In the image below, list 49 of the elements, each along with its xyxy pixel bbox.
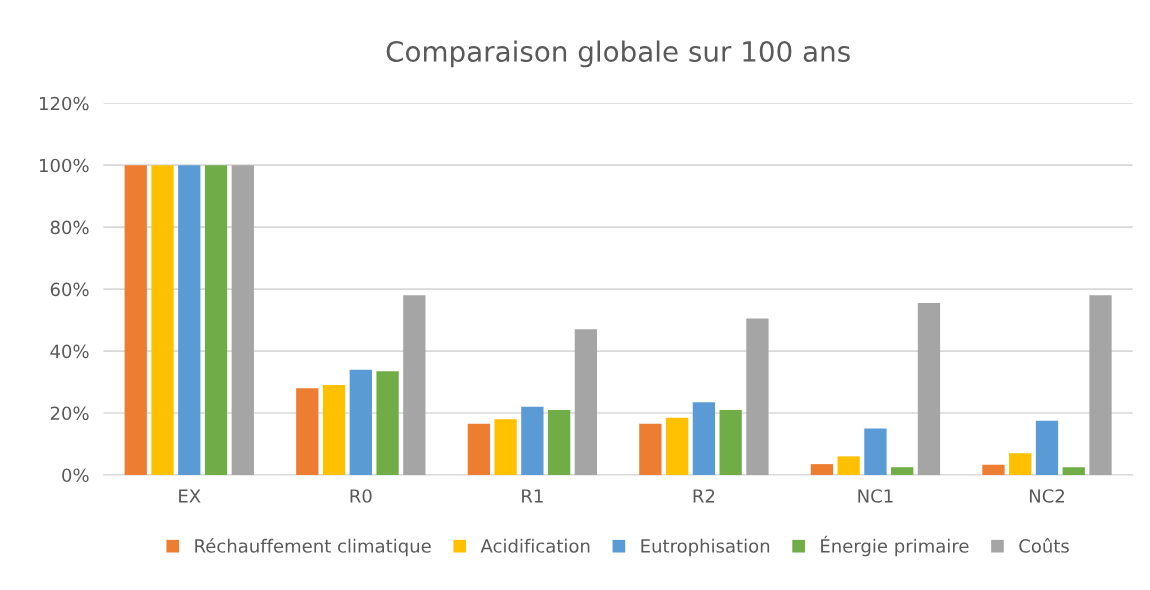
y-tick-label: 120%: [39, 96, 89, 111]
bar: [231, 165, 254, 475]
bar: [151, 165, 174, 475]
legend-label: Réchauffement climatique: [195, 538, 431, 557]
bar: [124, 165, 147, 475]
bar: [547, 409, 571, 475]
x-tick-label: R0: [350, 489, 372, 503]
bar: [982, 464, 1005, 475]
bar: [574, 329, 598, 475]
bar: [692, 402, 716, 475]
bar: [810, 464, 834, 475]
y-tick-label: 0%: [62, 468, 89, 483]
bar: [296, 388, 319, 475]
bar: [1089, 295, 1112, 475]
bar: [349, 369, 372, 475]
bar: [837, 456, 860, 475]
y-tick-label: 60%: [50, 282, 89, 297]
bar: [639, 423, 662, 475]
y-tick-label: 80%: [50, 220, 89, 235]
bar: [178, 165, 201, 475]
bar: [665, 417, 689, 475]
bar: [521, 406, 544, 475]
y-tick-label: 40%: [50, 344, 89, 359]
bar: [322, 385, 346, 475]
x-tick-label: R1: [522, 489, 543, 503]
legend-label: Énergie primaire: [821, 535, 969, 557]
bar: [864, 428, 887, 475]
x-tick-label: NC1: [858, 489, 893, 503]
x-tick-label: EX: [179, 489, 201, 503]
legend-label: Eutrophisation: [641, 538, 770, 557]
bar: [1062, 467, 1085, 475]
bar: [917, 303, 941, 475]
bar: [403, 295, 426, 475]
bar: [376, 371, 399, 475]
bar: [719, 409, 742, 475]
bar: [204, 165, 228, 475]
x-tick-label: NC2: [1029, 489, 1064, 503]
legend-label: Acidification: [480, 538, 590, 553]
x-tick-label: R2: [693, 489, 715, 503]
bar: [467, 423, 490, 475]
bar: [494, 419, 517, 475]
bar: [746, 318, 769, 475]
bar: [1009, 453, 1032, 475]
legend-label: Coûts: [1019, 538, 1069, 553]
bar: [891, 467, 914, 475]
bar: [1035, 420, 1059, 475]
y-tick-label: 20%: [50, 406, 89, 421]
chart-title: Comparaison globale sur 100 ans: [386, 40, 850, 68]
y-tick-label: 100%: [39, 158, 89, 173]
